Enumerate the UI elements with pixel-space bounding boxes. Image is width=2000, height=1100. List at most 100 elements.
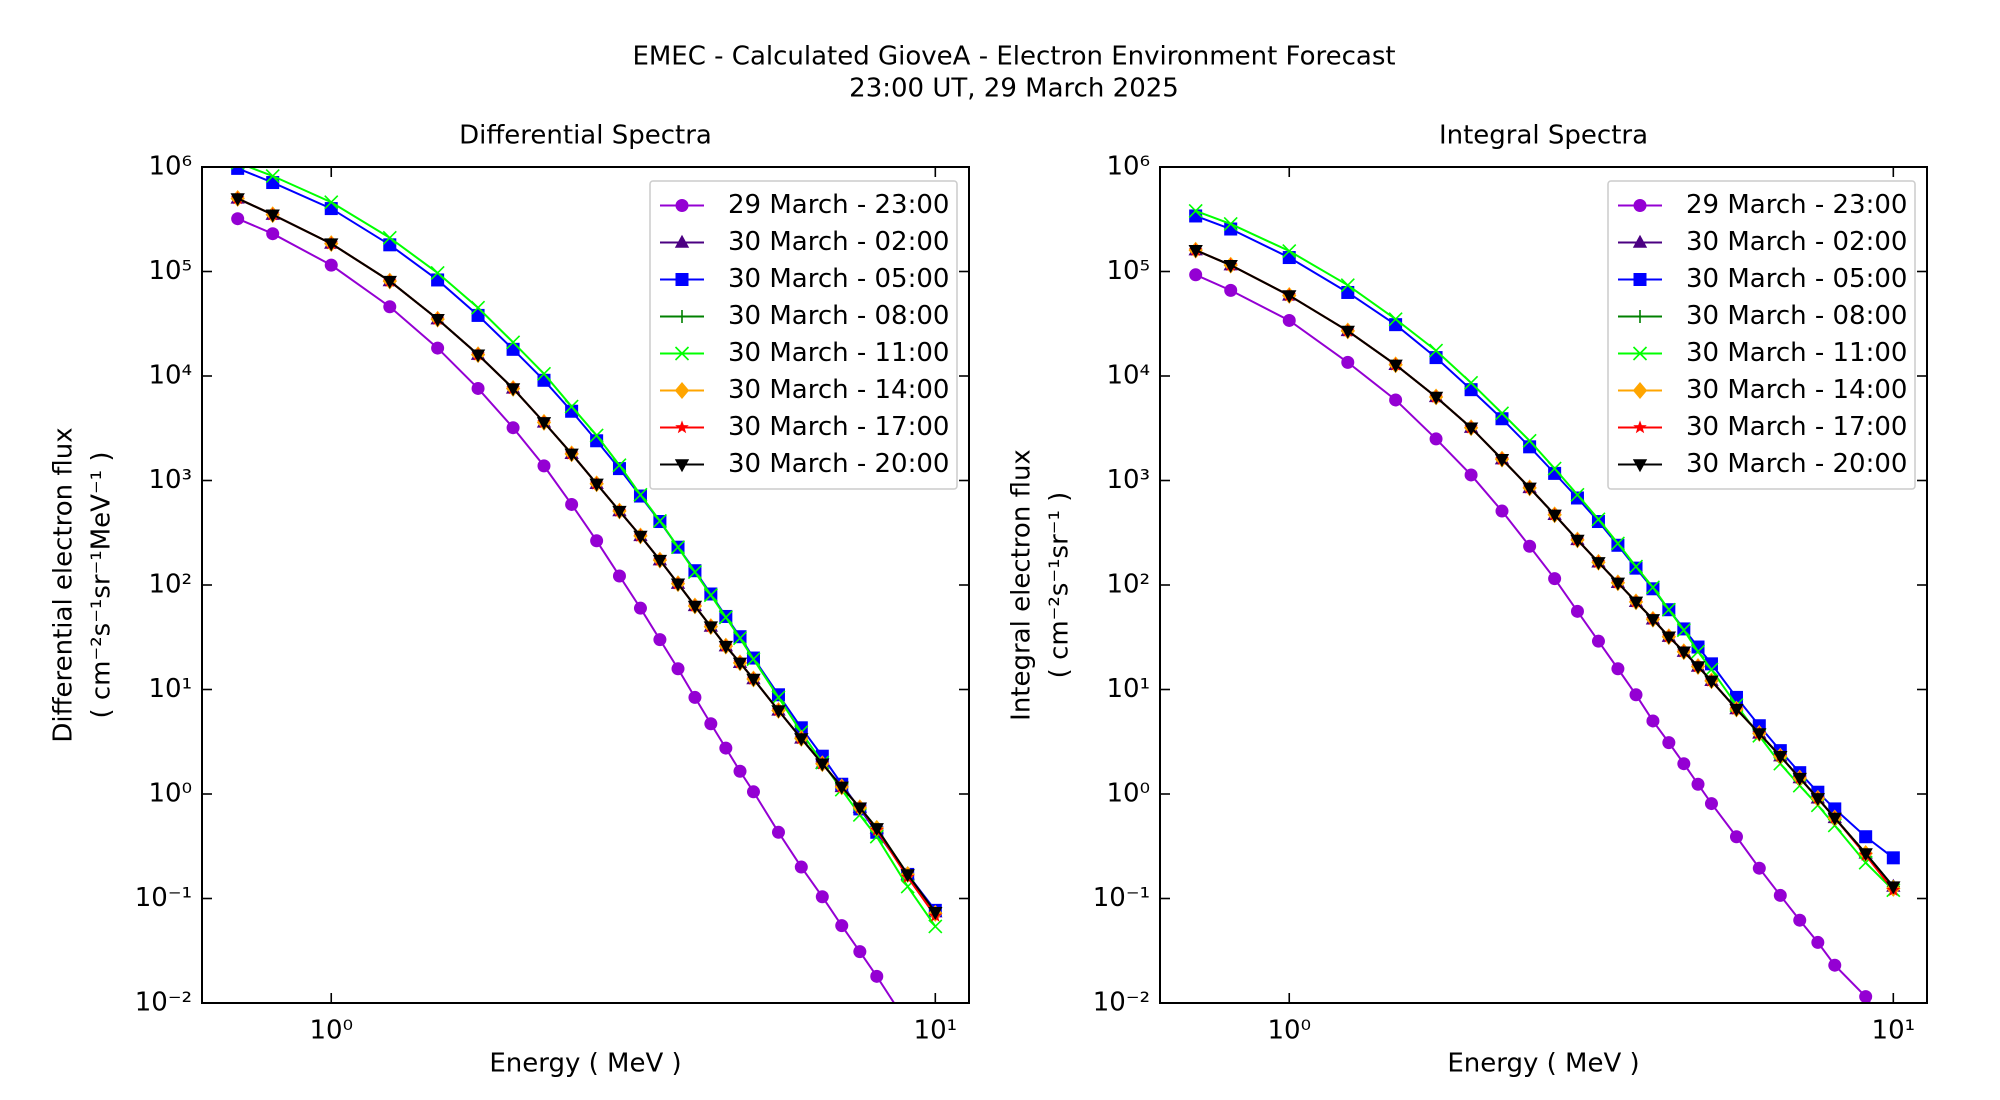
axes-title: Differential Spectra — [459, 121, 712, 151]
marker — [852, 802, 867, 816]
legend-marker — [674, 234, 690, 248]
axes-frame — [201, 166, 970, 1004]
marker — [266, 227, 280, 241]
marker — [1610, 536, 1625, 551]
marker — [746, 673, 761, 687]
marker — [732, 631, 748, 646]
marker — [1661, 602, 1676, 617]
y-tick-label: 10⁴ — [1106, 361, 1150, 391]
x-tick-label: 10⁰ — [1267, 1016, 1311, 1046]
y-tick-label: 10³ — [148, 465, 192, 495]
marker — [815, 758, 830, 772]
legend-box — [1607, 180, 1916, 490]
marker — [703, 588, 718, 603]
marker — [1886, 851, 1900, 865]
marker — [670, 540, 686, 555]
marker — [536, 366, 552, 381]
y-axis-label: Integral electron flux — [1007, 449, 1037, 721]
marker — [612, 569, 626, 583]
marker — [732, 657, 748, 671]
y-tick-label: 10⁻¹ — [1093, 883, 1150, 913]
legend-label: 30 March - 14:00 — [1686, 375, 1907, 405]
plot-area — [230, 167, 943, 1072]
marker — [1646, 714, 1660, 728]
legend-marker — [1632, 382, 1648, 399]
marker — [1752, 861, 1766, 875]
marker — [506, 335, 521, 350]
marker — [687, 564, 702, 580]
marker — [1570, 491, 1584, 505]
marker — [1223, 216, 1238, 232]
y-tick-label: 10⁵ — [148, 256, 192, 286]
legend-label: 30 March - 17:00 — [728, 412, 949, 442]
legend-marker — [675, 273, 689, 286]
marker — [1859, 830, 1873, 844]
marker — [1464, 383, 1478, 397]
marker — [565, 404, 579, 418]
figure-title: EMEC - Calculated GioveA - Electron Envi… — [632, 42, 1395, 72]
marker — [590, 434, 604, 448]
y-tick-label: 10² — [148, 570, 192, 600]
x-axis-label: Energy ( MeV ) — [489, 1049, 681, 1079]
y-tick-label: 10⁰ — [148, 779, 192, 809]
marker — [671, 662, 685, 676]
marker — [590, 534, 604, 548]
marker — [1859, 990, 1873, 1003]
marker — [1752, 728, 1767, 742]
marker — [383, 300, 397, 314]
marker — [231, 167, 245, 175]
marker — [231, 212, 245, 226]
marker — [1811, 935, 1825, 949]
marker — [704, 717, 718, 731]
marker — [1429, 351, 1443, 365]
marker — [1494, 453, 1510, 467]
marker — [1282, 290, 1297, 304]
marker — [1388, 359, 1403, 373]
marker — [771, 690, 786, 705]
marker — [1282, 313, 1296, 327]
marker — [688, 690, 702, 704]
marker — [430, 265, 445, 280]
marker — [1464, 375, 1479, 390]
marker — [1282, 243, 1297, 259]
marker — [1691, 640, 1705, 654]
legend-marker — [1632, 459, 1648, 473]
legend-label: 30 March - 11:00 — [1686, 338, 1907, 368]
legend-marker — [1632, 234, 1648, 248]
marker — [1389, 393, 1403, 407]
marker — [900, 869, 915, 883]
axes-title: Integral Spectra — [1439, 121, 1648, 151]
marker — [746, 652, 761, 667]
marker — [536, 417, 552, 431]
marker — [470, 300, 486, 315]
legend-marker — [674, 382, 690, 399]
marker — [1827, 812, 1842, 826]
marker — [1691, 777, 1705, 791]
marker — [382, 275, 397, 289]
marker — [564, 448, 579, 462]
marker — [382, 230, 397, 245]
y-tick-label: 10⁴ — [148, 361, 192, 391]
x-tick-label: 10⁰ — [309, 1016, 353, 1046]
marker — [929, 1059, 942, 1072]
marker — [1704, 662, 1719, 677]
legend-label: 30 March - 14:00 — [728, 375, 949, 405]
figure-subtitle: 23:00 UT, 29 March 2025 — [849, 74, 1179, 104]
marker — [633, 601, 647, 615]
x-axis-label: Energy ( MeV ) — [1447, 1049, 1639, 1079]
marker — [1570, 487, 1585, 502]
marker — [718, 610, 733, 625]
marker — [928, 919, 943, 934]
marker — [1428, 391, 1444, 405]
marker — [1645, 580, 1660, 595]
marker — [1704, 675, 1719, 689]
marker — [471, 381, 485, 395]
marker — [564, 399, 579, 414]
y-axis-label: Differential electron flux — [49, 427, 79, 742]
legend-label: 30 March - 08:00 — [1686, 301, 1907, 331]
marker — [470, 349, 486, 363]
marker — [1662, 736, 1676, 750]
marker — [1591, 634, 1605, 648]
marker — [1886, 881, 1901, 895]
